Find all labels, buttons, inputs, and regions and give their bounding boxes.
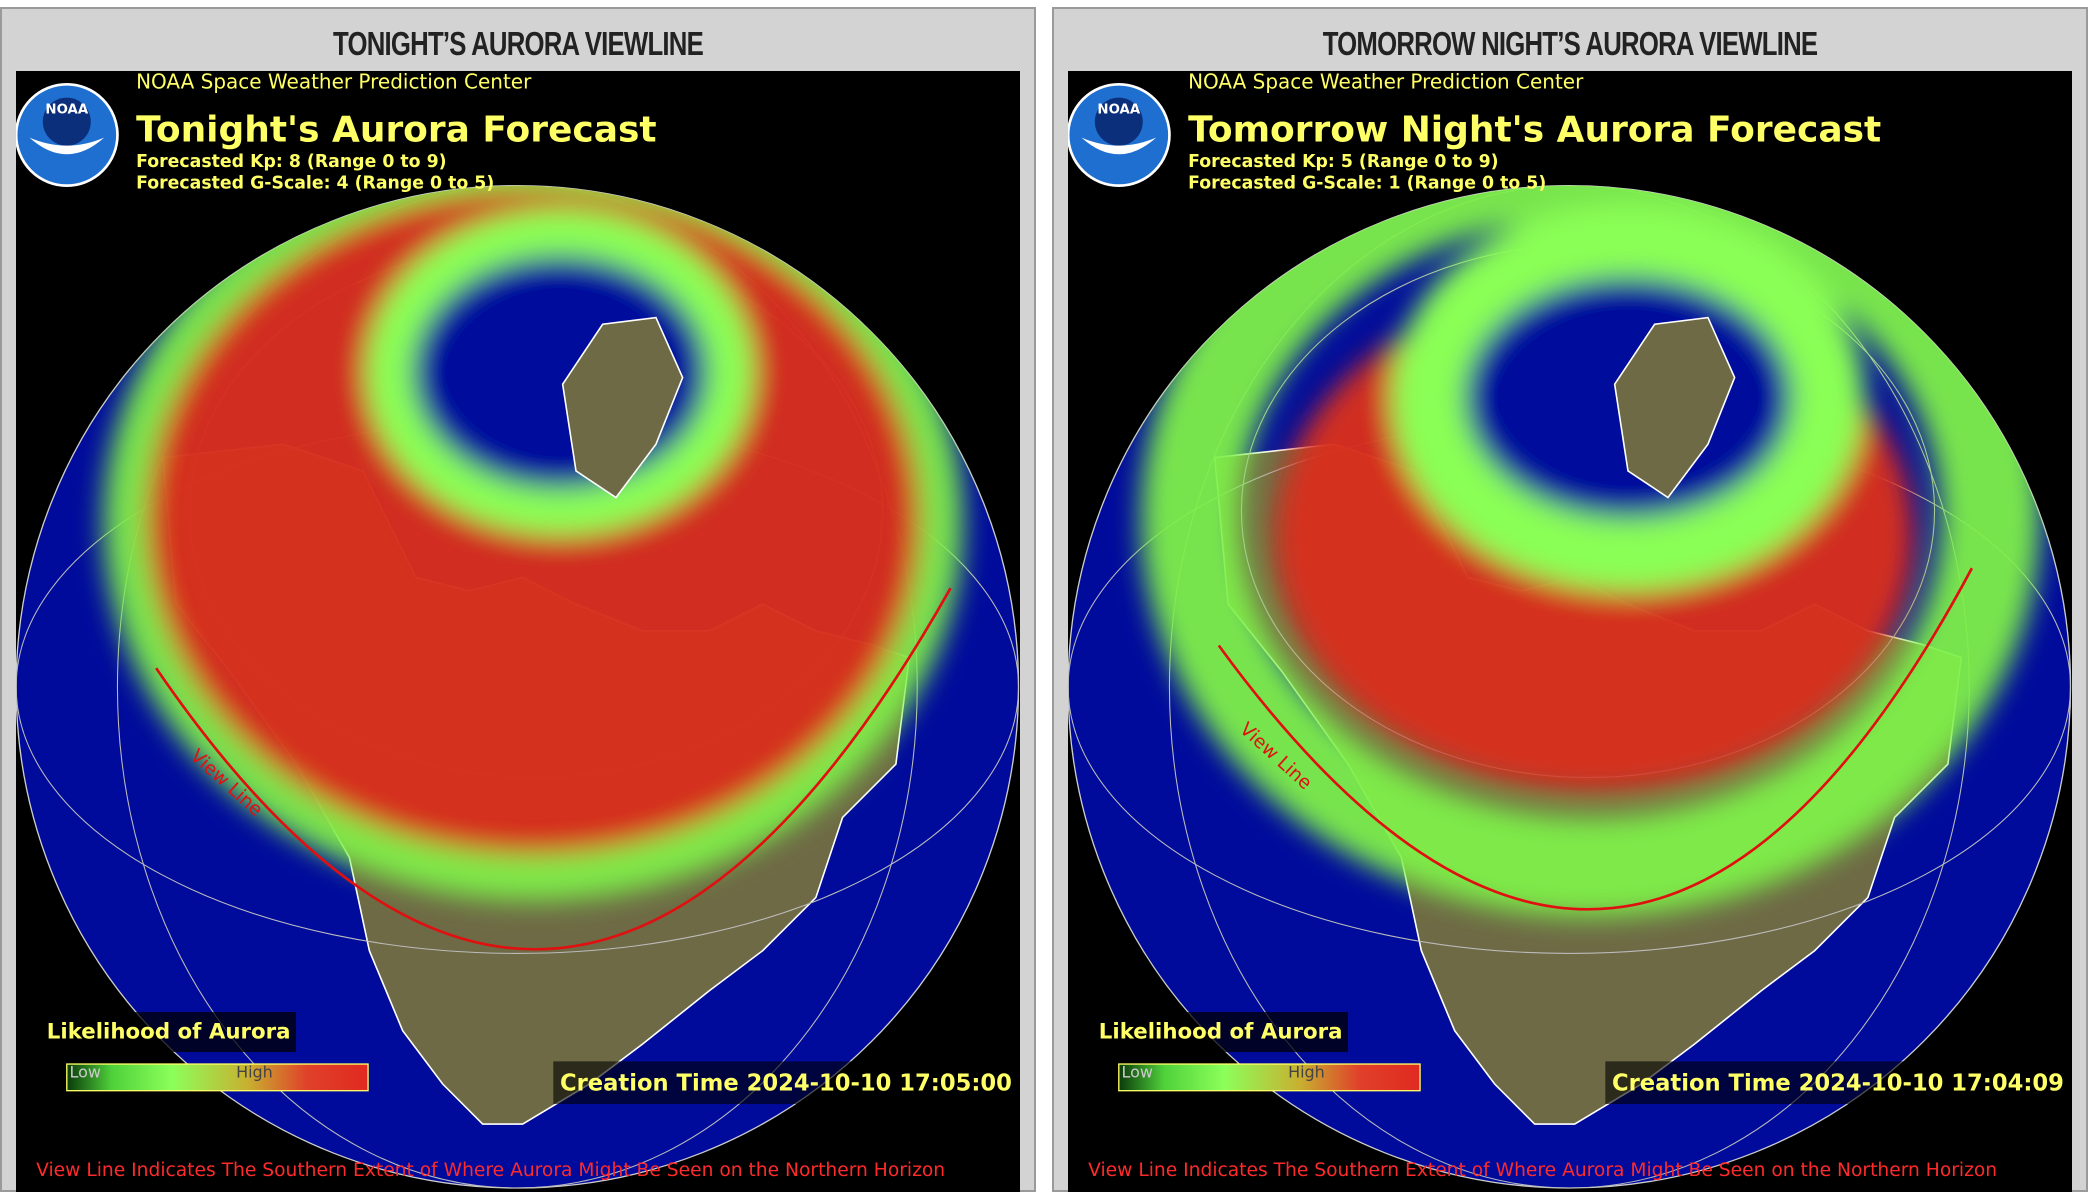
g-scale: Forecasted G-Scale: 1 (Range 0 to 5) bbox=[1188, 173, 1546, 193]
agency: NOAA Space Weather Prediction Center bbox=[136, 71, 532, 93]
panel: TOMORROW NIGHT’S AURORA VIEWLINE View Lin… bbox=[1052, 7, 2088, 1192]
logo-bird bbox=[29, 137, 105, 155]
view-line bbox=[155, 587, 952, 951]
panel-heading: TONIGHT’S AURORA VIEWLINE bbox=[333, 25, 704, 62]
logo-bird bbox=[1081, 137, 1157, 155]
legend-title: Likelihood of Aurora bbox=[1099, 1020, 1343, 1045]
forecast-title: Tomorrow Night's Aurora Forecast bbox=[1188, 110, 1881, 151]
land-pole bbox=[1613, 316, 1736, 499]
legend-high: High bbox=[1288, 1062, 1325, 1081]
legend-bar bbox=[66, 1063, 369, 1092]
panel: TONIGHT’S AURORA VIEWLINE View Line NOAA NO… bbox=[0, 7, 1036, 1192]
view-line bbox=[1217, 567, 1974, 911]
land-pole bbox=[561, 316, 684, 499]
logo-text: NOAA bbox=[45, 103, 88, 118]
panel-heading: TOMORROW NIGHT’S AURORA VIEWLINE bbox=[1322, 25, 1818, 62]
logo-inner bbox=[1094, 97, 1143, 146]
legend-box bbox=[1084, 1012, 1349, 1053]
forecast-title: Tonight's Aurora Forecast bbox=[136, 110, 656, 151]
legend-low: Low bbox=[69, 1062, 100, 1081]
creation-box bbox=[1605, 1061, 2046, 1105]
aurora bbox=[103, 185, 964, 901]
aurora bbox=[1140, 185, 2041, 917]
agency: NOAA Space Weather Prediction Center bbox=[1188, 71, 1584, 93]
legend-high: High bbox=[236, 1062, 273, 1081]
legend-bar bbox=[1118, 1063, 1421, 1092]
creation-time: Creation Time 2024-10-10 17:05:00 bbox=[560, 1071, 1012, 1097]
g-scale: Forecasted G-Scale: 4 (Range 0 to 5) bbox=[136, 173, 494, 193]
legend-box bbox=[32, 1012, 297, 1053]
footnote: View Line Indicates The Southern Extent … bbox=[1088, 1160, 1997, 1181]
globe-content bbox=[16, 185, 1019, 1189]
kp: Forecasted Kp: 5 (Range 0 to 9) bbox=[1188, 152, 1498, 172]
legend-low: Low bbox=[1121, 1062, 1152, 1081]
legend-title: Likelihood of Aurora bbox=[47, 1020, 291, 1045]
creation-time: Creation Time 2024-10-10 17:04:09 bbox=[1612, 1071, 2064, 1097]
aurora-glow bbox=[103, 185, 964, 901]
logo-text: NOAA bbox=[1097, 103, 1140, 118]
globe-content bbox=[1068, 185, 2071, 1189]
creation-box bbox=[553, 1061, 994, 1105]
logo-inner bbox=[42, 97, 91, 146]
footnote: View Line Indicates The Southern Extent … bbox=[36, 1160, 945, 1181]
kp: Forecasted Kp: 8 (Range 0 to 9) bbox=[136, 152, 446, 172]
aurora-glow bbox=[1140, 185, 2041, 917]
